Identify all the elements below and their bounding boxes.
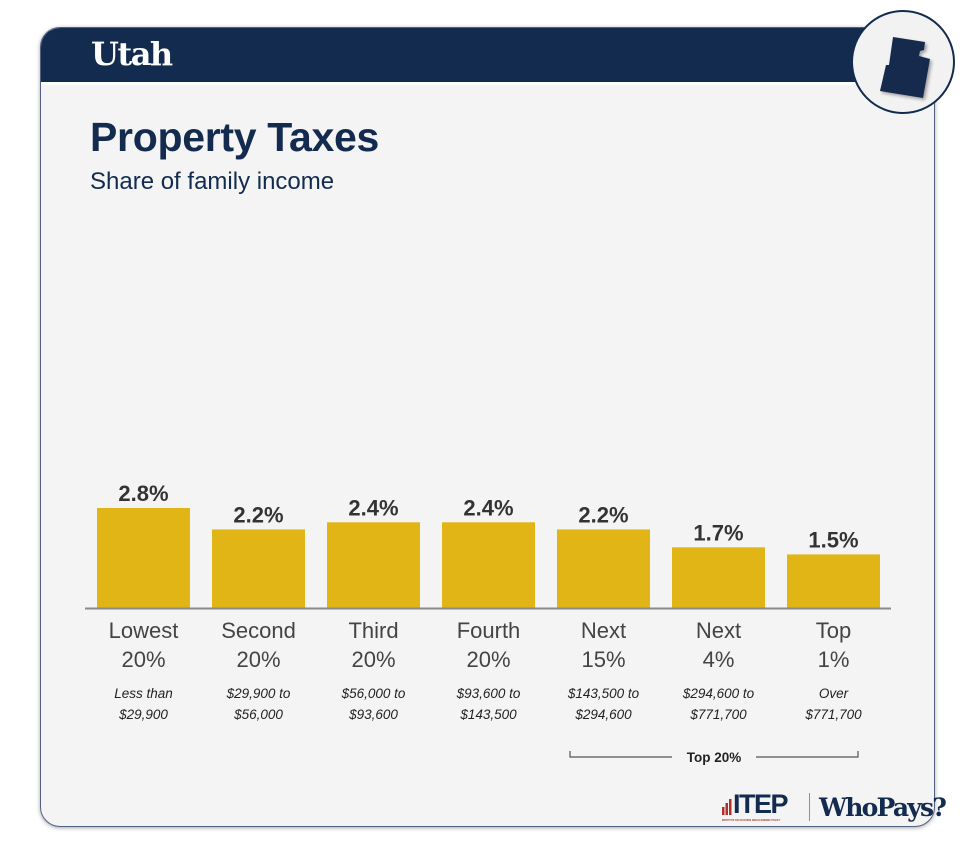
bar-4 — [442, 522, 535, 608]
category-label-line1: Next — [581, 618, 626, 643]
category-label-line2: 20% — [351, 647, 395, 672]
utah-state-outline-icon — [880, 37, 930, 98]
itep-tagline: INSTITUTE ON TAXATION AND ECONOMIC POLIC… — [722, 819, 781, 822]
bar-6 — [672, 547, 765, 608]
income-range-line1: $143,500 to — [567, 686, 640, 701]
itep-bars-icon — [722, 799, 732, 815]
category-label-line2: 20% — [236, 647, 280, 672]
chart-title: Property Taxes — [90, 114, 380, 160]
income-range-line2: $93,600 — [348, 707, 398, 722]
bracket-right — [756, 751, 859, 758]
bar-1 — [97, 508, 190, 608]
itep-logo-text: ITEP — [733, 789, 789, 819]
header-bar: Utah — [41, 28, 934, 85]
bar-value-label: 2.4% — [463, 495, 513, 520]
income-range-line1: Less than — [114, 686, 173, 701]
income-range-line2: $771,700 — [804, 707, 862, 722]
income-range-line1: Over — [819, 686, 849, 701]
footer-logo: ITEP INSTITUTE ON TAXATION AND ECONOMIC … — [718, 789, 947, 827]
income-range-line2: $143,500 — [459, 707, 517, 722]
bar-value-label: 1.7% — [693, 520, 743, 545]
bar-2 — [212, 529, 305, 608]
category-label-line2: 20% — [121, 647, 165, 672]
category-label-line2: 1% — [818, 647, 850, 672]
bar-7 — [787, 554, 880, 608]
chart-subtitle: Share of family income — [90, 168, 335, 195]
logo-divider — [809, 793, 810, 821]
income-range-line1: $29,900 to — [226, 686, 291, 701]
category-label-line1: Fourth — [457, 618, 521, 643]
state-name: Utah — [91, 35, 173, 73]
state-badge — [851, 10, 955, 114]
income-range-line1: $56,000 to — [341, 686, 406, 701]
income-range-line1: $93,600 to — [456, 686, 521, 701]
bracket-left — [569, 751, 672, 758]
bar-5 — [557, 529, 650, 608]
bracket-label: Top 20% — [687, 750, 742, 765]
category-label-line1: Second — [221, 618, 296, 643]
state-card: Utah — [40, 27, 935, 827]
category-label-line1: Next — [696, 618, 741, 643]
category-label-line1: Third — [348, 618, 398, 643]
category-label-line1: Top — [816, 618, 851, 643]
income-range-line1: $294,600 to — [682, 686, 755, 701]
bar-value-label: 1.5% — [808, 527, 858, 552]
category-label-line2: 20% — [466, 647, 510, 672]
bar-value-label: 2.4% — [348, 495, 398, 520]
category-label-line2: 15% — [581, 647, 625, 672]
bar-value-label: 2.2% — [233, 502, 283, 527]
whopays-logo-text: WhoPays? — [819, 793, 947, 822]
income-range-line2: $771,700 — [689, 707, 747, 722]
bar-3 — [327, 522, 420, 608]
bar-value-label: 2.2% — [578, 502, 628, 527]
income-range-line2: $56,000 — [233, 707, 283, 722]
bar-value-label: 2.8% — [118, 481, 168, 506]
income-range-line2: $294,600 — [574, 707, 632, 722]
category-label-line2: 4% — [703, 647, 735, 672]
income-range-line2: $29,900 — [118, 707, 168, 722]
category-label-line1: Lowest — [109, 618, 179, 643]
